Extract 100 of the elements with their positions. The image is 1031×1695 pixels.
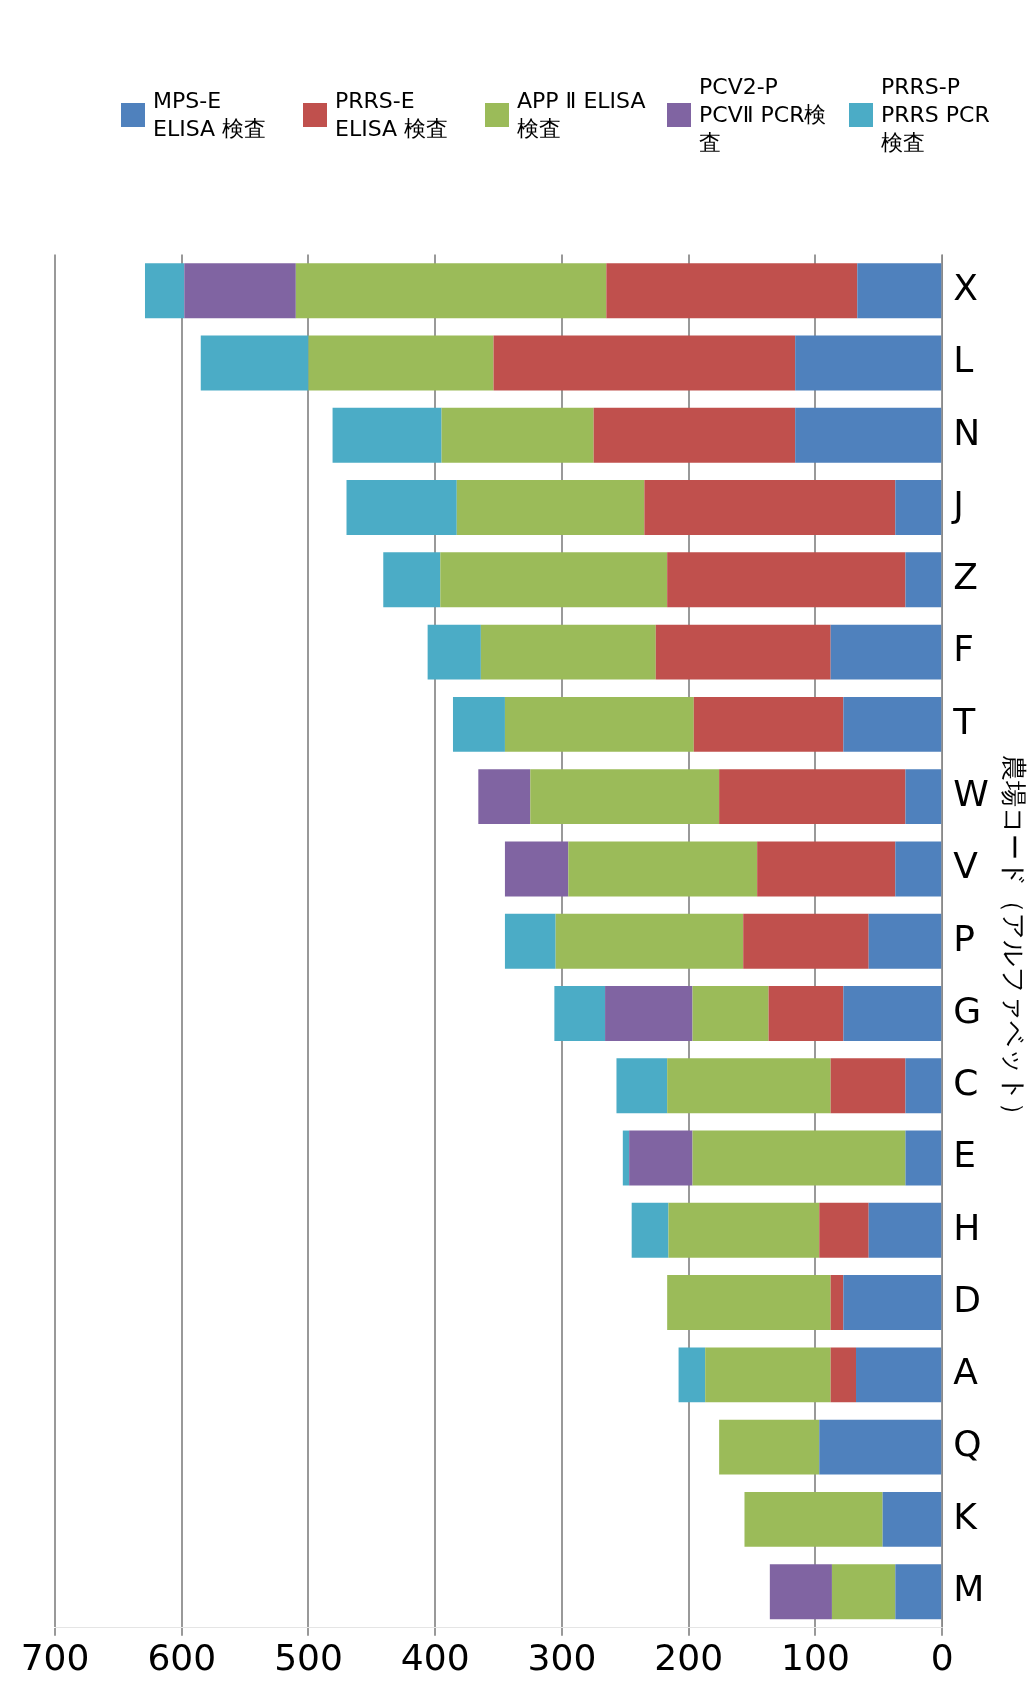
bar (568, 841, 758, 897)
x-tick-label: 0 (930, 1636, 954, 1678)
bar (644, 480, 896, 536)
bar (504, 913, 556, 969)
bar (768, 986, 844, 1041)
bar (895, 841, 942, 897)
y-tick-label: K (953, 1495, 979, 1537)
y-tick-label: A (953, 1351, 979, 1393)
y-tick-label: H (953, 1206, 981, 1248)
bar (895, 480, 942, 536)
bar (480, 624, 656, 680)
bar (693, 696, 844, 752)
bar (441, 407, 594, 463)
bar (719, 769, 906, 825)
bar (856, 1347, 942, 1403)
y-tick-label: Q (953, 1423, 982, 1465)
bar (200, 335, 309, 391)
bar (452, 696, 505, 752)
bar (795, 407, 942, 463)
y-tick-label: G (953, 989, 982, 1031)
x-tick-label: 600 (147, 1636, 217, 1678)
bar (593, 407, 796, 463)
bar (440, 552, 668, 608)
bar (769, 1564, 832, 1620)
bar (705, 1347, 831, 1403)
bar (843, 696, 942, 752)
bar (743, 913, 869, 969)
bar (605, 986, 693, 1041)
bar (692, 986, 769, 1041)
legend-label: PRRS-E ELISA 検査 (335, 87, 450, 143)
y-tick-label: C (953, 1062, 979, 1104)
bar (868, 913, 942, 969)
x-tick-label: 100 (781, 1636, 850, 1678)
y-tick-label: V (953, 845, 979, 887)
bar (456, 480, 645, 536)
bar (719, 1419, 820, 1475)
bar (819, 1419, 942, 1475)
bar (667, 1058, 831, 1114)
x-tick-label: 500 (274, 1636, 343, 1678)
y-tick-label: Z (953, 556, 978, 598)
bar (905, 1058, 942, 1114)
bar (616, 1058, 668, 1114)
legend-label: PCV2-P PCVⅡ PCR検査 (699, 73, 828, 157)
bar (622, 1130, 630, 1186)
bar (819, 1202, 869, 1258)
bar (830, 1347, 857, 1403)
bar (757, 841, 896, 897)
x-tick-label: 200 (654, 1636, 724, 1678)
y-tick-label: D (953, 1278, 981, 1320)
bar (530, 769, 720, 825)
bar (346, 480, 457, 536)
bar (295, 263, 607, 319)
legend-label: PRRS-P PRRS PCR検査 (881, 73, 991, 157)
y-tick-label: T (952, 700, 977, 742)
bar (308, 335, 494, 391)
bar (655, 624, 831, 680)
bar (383, 552, 441, 608)
legend-label: MPS-E ELISA 検査 (153, 87, 268, 143)
y-tick-label: N (953, 411, 981, 453)
y-tick-label: E (953, 1134, 976, 1176)
bar (895, 1564, 942, 1620)
bar (631, 1202, 669, 1258)
y-tick-label: J (951, 483, 964, 525)
bar (555, 913, 744, 969)
y-tick-label: L (953, 339, 974, 381)
bar (831, 1564, 896, 1620)
bar (843, 986, 942, 1041)
x-tick-label: 400 (400, 1636, 470, 1678)
bar (184, 263, 296, 319)
bar (905, 769, 942, 825)
bar (795, 335, 942, 391)
bar (504, 696, 694, 752)
bar (478, 769, 531, 825)
bar (606, 263, 858, 319)
legend-label: APP Ⅱ ELISA 検査 (517, 87, 647, 143)
x-tick-label: 700 (20, 1636, 90, 1678)
bar (554, 986, 606, 1041)
bar (493, 335, 796, 391)
bar (830, 1058, 906, 1114)
y-axis-title: 農場コード（アルファベット） (998, 754, 1029, 1128)
bar (427, 624, 481, 680)
bar (667, 1275, 831, 1331)
bar (692, 1130, 906, 1186)
bar (857, 263, 942, 319)
y-tick-label: W (953, 773, 989, 815)
bar (504, 841, 569, 897)
bar (905, 1130, 942, 1186)
bar (744, 1491, 883, 1547)
y-tick-label: F (953, 628, 974, 670)
bar (667, 552, 906, 608)
x-tick-label: 300 (527, 1636, 597, 1678)
bar (332, 407, 442, 463)
bar (629, 1130, 693, 1186)
bar (868, 1202, 942, 1258)
bar (830, 1275, 844, 1331)
bar (830, 624, 942, 680)
bar (678, 1347, 706, 1403)
y-tick-label: P (953, 917, 975, 959)
y-tick-label: M (953, 1568, 985, 1610)
bar (668, 1202, 820, 1258)
